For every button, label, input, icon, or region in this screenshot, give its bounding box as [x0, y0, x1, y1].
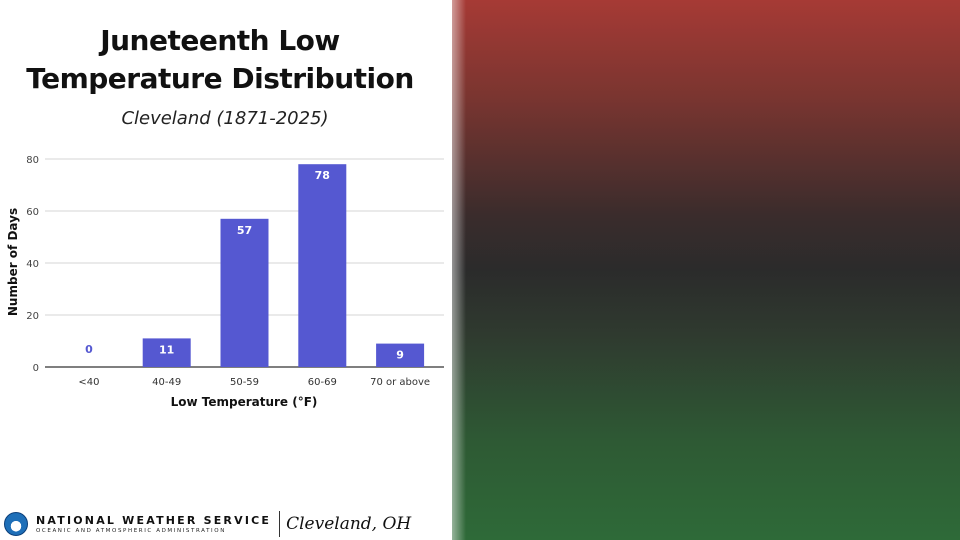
bar — [376, 343, 425, 367]
bar-value-label: 57 — [237, 224, 252, 237]
agency-subtitle: OCEANIC AND ATMOSPHERIC ADMINISTRATION — [36, 527, 226, 534]
footer-divider — [279, 511, 281, 537]
footer: NATIONAL WEATHER SERVICE OCEANIC AND ATM… — [4, 508, 411, 540]
y-tick-label: 60 — [26, 207, 39, 218]
office-name: Cleveland, OH — [286, 514, 412, 534]
title-line-2: Temperature Distribution — [26, 62, 414, 95]
agency-block: NATIONAL WEATHER SERVICE OCEANIC AND ATM… — [36, 514, 271, 535]
y-axis-label: Number of Days — [6, 208, 20, 316]
bar — [142, 338, 191, 367]
decorative-gradient-panel — [438, 0, 960, 540]
agency-name: NATIONAL WEATHER SERVICE — [36, 513, 272, 527]
bars: 0 11 57 78 9 — [85, 164, 425, 367]
y-tick-label: 0 — [33, 363, 39, 374]
x-tick-label: 70 or above — [370, 377, 430, 388]
x-tick-labels: <40 40-49 50-59 60-69 70 or above — [78, 377, 430, 388]
y-tick-label: 20 — [26, 311, 39, 322]
bar-value-label: 0 — [85, 343, 93, 356]
bar-value-label: 11 — [159, 343, 174, 356]
bar — [298, 164, 347, 367]
y-tick-label: 40 — [26, 259, 39, 270]
x-axis-label: Low Temperature (°F) — [171, 395, 318, 409]
title-line-1: Juneteenth Low — [100, 24, 340, 57]
noaa-logo-icon — [4, 512, 28, 536]
bar-chart: 0 20 40 60 80 0 11 57 78 9 <40 40-49 50-59 60-69 70 … — [6, 155, 444, 409]
y-tick-labels: 0 20 40 60 80 — [26, 155, 39, 374]
x-tick-label: 50-59 — [230, 377, 259, 388]
bar — [220, 218, 269, 367]
bar-value-label: 78 — [315, 169, 330, 182]
x-tick-label: 40-49 — [152, 377, 181, 388]
chart-subtitle: Cleveland (1871-2025) — [121, 108, 329, 129]
bar-value-label: 9 — [396, 349, 404, 362]
chart-title: Juneteenth Low Temperature Distribution — [0, 22, 440, 98]
x-tick-label: <40 — [78, 377, 99, 388]
y-tick-label: 80 — [26, 155, 39, 166]
x-tick-label: 60-69 — [308, 377, 337, 388]
